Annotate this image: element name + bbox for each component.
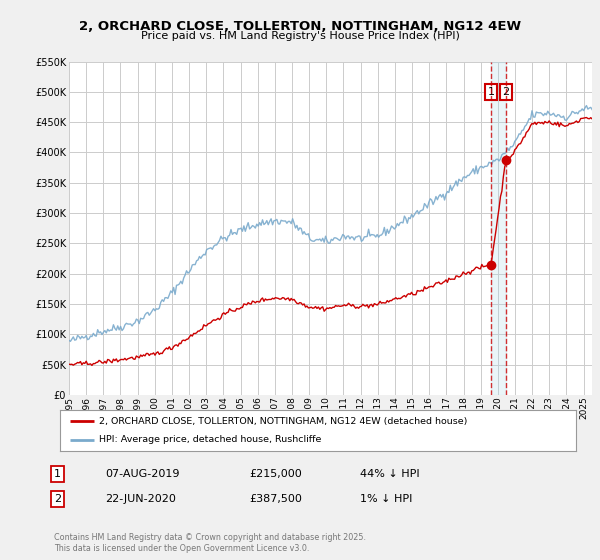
- Text: 1% ↓ HPI: 1% ↓ HPI: [360, 494, 412, 504]
- Text: 07-AUG-2019: 07-AUG-2019: [105, 469, 179, 479]
- Text: 2: 2: [502, 87, 509, 97]
- Bar: [491, 62, 506, 395]
- Text: HPI: Average price, detached house, Rushcliffe: HPI: Average price, detached house, Rush…: [98, 435, 321, 444]
- Text: 2: 2: [54, 494, 61, 504]
- Text: 22-JUN-2020: 22-JUN-2020: [105, 494, 176, 504]
- Text: Price paid vs. HM Land Registry's House Price Index (HPI): Price paid vs. HM Land Registry's House …: [140, 31, 460, 41]
- Text: 2, ORCHARD CLOSE, TOLLERTON, NOTTINGHAM, NG12 4EW (detached house): 2, ORCHARD CLOSE, TOLLERTON, NOTTINGHAM,…: [98, 417, 467, 426]
- Text: £215,000: £215,000: [249, 469, 302, 479]
- Text: £387,500: £387,500: [249, 494, 302, 504]
- Text: Contains HM Land Registry data © Crown copyright and database right 2025.
This d: Contains HM Land Registry data © Crown c…: [54, 533, 366, 553]
- Text: 44% ↓ HPI: 44% ↓ HPI: [360, 469, 419, 479]
- Text: 2, ORCHARD CLOSE, TOLLERTON, NOTTINGHAM, NG12 4EW: 2, ORCHARD CLOSE, TOLLERTON, NOTTINGHAM,…: [79, 20, 521, 32]
- Text: 1: 1: [54, 469, 61, 479]
- Text: 1: 1: [487, 87, 494, 97]
